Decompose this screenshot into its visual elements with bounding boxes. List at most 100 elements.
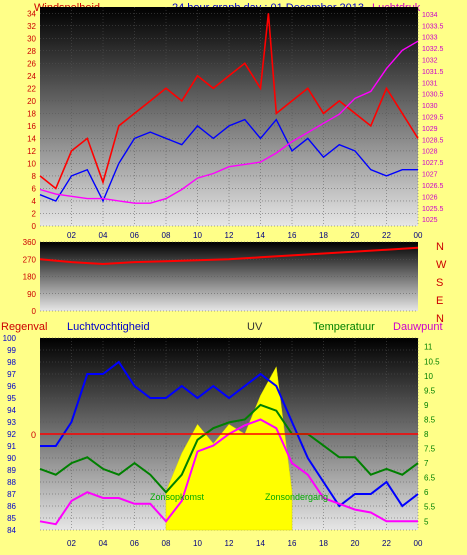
wind-speed-line <box>39 13 419 190</box>
temperature-right-tick: 8 <box>424 430 429 439</box>
pressure-right-tick: 1033.5 <box>422 23 444 30</box>
wind-direction-line <box>39 246 419 266</box>
wind-left-tick: 28 <box>27 47 36 56</box>
pressure-right-tick: 1032 <box>422 57 438 64</box>
sunrise-label: Zonsopkomst <box>150 492 205 502</box>
humidity-left-tick: 91 <box>7 442 16 451</box>
rain-zero-label: 0 <box>31 430 36 440</box>
temperature-right-tick: 8.5 <box>424 415 436 424</box>
wind-left-tick: 4 <box>32 197 37 206</box>
pressure-right-tick: 1032.5 <box>422 46 444 53</box>
temperature-right-tick: 7 <box>424 459 429 468</box>
pressure-line <box>39 40 419 204</box>
wind-x-tick: 20 <box>351 231 360 240</box>
humidity-left-tick: 100 <box>3 334 17 343</box>
wind-x-tick: 06 <box>130 231 139 240</box>
direction-left-tick: 90 <box>27 290 36 299</box>
wind-left-tick: 24 <box>27 72 36 81</box>
wind-left-tick: 32 <box>27 22 36 31</box>
pressure-right-tick: 1028.5 <box>422 137 444 144</box>
pressure-right-tick: 1029 <box>422 126 438 133</box>
humidity-left-tick: 90 <box>7 454 16 463</box>
direction-left-tick: 0 <box>32 307 37 316</box>
climate-x-tick: 04 <box>99 539 108 548</box>
temperature-right-tick: 5.5 <box>424 503 436 512</box>
wind-left-tick: 16 <box>27 122 36 131</box>
wind-left-tick: 26 <box>27 59 36 68</box>
humidity-left-tick: 87 <box>7 490 16 499</box>
wind-left-tick: 10 <box>27 159 36 168</box>
wind-x-tick: 10 <box>193 231 202 240</box>
direction-left-tick: 270 <box>23 255 37 264</box>
humidity-left-tick: 98 <box>7 358 16 367</box>
humidity-left-tick: 95 <box>7 394 16 403</box>
compass-letter: E <box>436 295 443 307</box>
climate-x-tick: 14 <box>256 539 265 548</box>
humidity-left-tick: 84 <box>7 526 16 535</box>
pressure-right-tick: 1030 <box>422 103 438 110</box>
humidity-left-tick: 89 <box>7 466 16 475</box>
label-temperatuur: Temperatuur <box>313 321 375 333</box>
climate-x-tick: 12 <box>225 539 234 548</box>
temperature-line <box>39 403 419 494</box>
humidity-left-tick: 88 <box>7 478 16 487</box>
pressure-right-tick: 1033 <box>422 35 438 42</box>
wind-left-tick: 22 <box>27 84 36 93</box>
wind-x-tick: 04 <box>99 231 108 240</box>
climate-x-tick: 00 <box>414 539 423 548</box>
label-regenval: Regenval <box>1 321 47 333</box>
humidity-left-tick: 94 <box>7 406 16 415</box>
temperature-right-tick: 9.5 <box>424 386 436 395</box>
temperature-right-tick: 11 <box>424 343 433 352</box>
pressure-right-tick: 1026 <box>422 194 438 201</box>
wind-left-tick: 20 <box>27 97 36 106</box>
wind-x-tick: 14 <box>256 231 265 240</box>
climate-x-tick: 10 <box>193 539 202 548</box>
label-luchtvochtigheid: Luchtvochtigheid <box>67 321 150 333</box>
climate-x-tick: 22 <box>382 539 391 548</box>
wind-left-tick: 12 <box>27 147 36 156</box>
sunset-label: Zonsondergang <box>265 492 328 502</box>
temperature-right-tick: 10 <box>424 372 433 381</box>
climate-x-tick: 02 <box>67 539 76 548</box>
temperature-right-tick: 6.5 <box>424 474 436 483</box>
humidity-left-tick: 99 <box>7 346 16 355</box>
wind-left-tick: 30 <box>27 34 36 43</box>
wind-x-tick: 08 <box>162 231 171 240</box>
climate-x-tick: 20 <box>351 539 360 548</box>
wind-left-tick: 14 <box>27 134 36 143</box>
temperature-right-tick: 10.5 <box>424 357 440 366</box>
climate-x-tick: 06 <box>130 539 139 548</box>
humidity-left-tick: 92 <box>7 430 16 439</box>
pressure-right-tick: 1026.5 <box>422 183 444 190</box>
temperature-right-tick: 9 <box>424 401 429 410</box>
humidity-left-tick: 93 <box>7 418 16 427</box>
wind-x-tick: 16 <box>288 231 297 240</box>
wind-left-tick: 18 <box>27 109 36 118</box>
temperature-right-tick: 5 <box>424 517 429 526</box>
pressure-right-tick: 1025 <box>422 217 438 224</box>
humidity-left-tick: 96 <box>7 382 16 391</box>
compass-letter: W <box>436 259 447 271</box>
pressure-right-tick: 1034 <box>422 12 438 19</box>
pressure-right-tick: 1028 <box>422 149 438 156</box>
pressure-right-tick: 1031 <box>422 80 438 87</box>
wind-left-tick: 0 <box>32 222 37 231</box>
pressure-right-tick: 1031.5 <box>422 69 444 76</box>
pressure-right-tick: 1029.5 <box>422 115 444 122</box>
climate-panel: 0 Zonsopkomst Zonsondergang 100999897969… <box>3 334 440 548</box>
label-uv: UV <box>247 321 263 333</box>
climate-x-tick: 08 <box>162 539 171 548</box>
wind-average-line <box>39 118 418 203</box>
compass-letter: S <box>436 277 443 289</box>
pressure-right-tick: 1027.5 <box>422 160 444 167</box>
pressure-right-tick: 1030.5 <box>422 92 444 99</box>
temperature-right-tick: 6 <box>424 488 429 497</box>
temperature-right-tick: 7.5 <box>424 445 436 454</box>
wind-left-tick: 2 <box>32 209 37 218</box>
wind-left-tick: 8 <box>32 172 37 181</box>
pressure-right-tick: 1027 <box>422 172 438 179</box>
compass-letter: N <box>436 313 444 325</box>
